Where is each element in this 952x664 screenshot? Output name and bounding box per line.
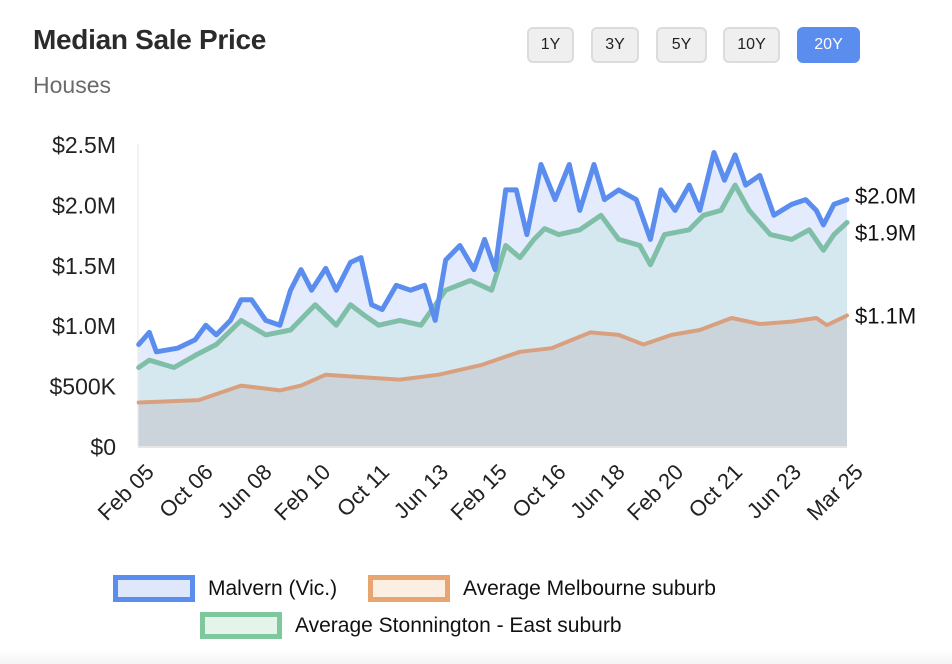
range-button-10y[interactable]: 10Y — [723, 27, 780, 63]
legend-item-stonnington[interactable]: Average Stonnington - East suburb — [200, 612, 622, 639]
range-button-20y[interactable]: 20Y — [797, 27, 860, 63]
x-tick-label: Oct 06 — [154, 459, 218, 523]
series-end-label: $1.9M — [855, 221, 916, 246]
x-tick-label: Oct 11 — [332, 459, 394, 521]
series-line-2 — [136, 313, 849, 405]
x-tick-label: Feb 05 — [93, 459, 159, 525]
y-tick-label: $1.0M — [52, 313, 116, 339]
x-tick-label: Jun 08 — [212, 459, 276, 523]
x-tick-label: Feb 10 — [269, 459, 335, 525]
x-tick-label: Feb 15 — [446, 459, 512, 525]
legend-swatch-melbourne — [368, 575, 450, 602]
legend-swatch-stonnington — [200, 612, 282, 639]
chart-title: Median Sale Price — [33, 24, 267, 55]
x-tick-label: Jun 18 — [565, 459, 629, 523]
series-line-0 — [136, 150, 850, 355]
y-tick-label: $0 — [90, 434, 116, 460]
series-end-label: $1.1M — [855, 304, 916, 329]
y-tick-label: $2.5M — [52, 132, 116, 158]
chart-subtitle: Houses — [33, 72, 111, 98]
x-tick-label: Jun 13 — [389, 459, 453, 523]
series-area-2 — [138, 315, 847, 446]
x-tick-label: Oct 21 — [684, 459, 748, 523]
series-end-label: $2.0M — [855, 184, 916, 209]
legend-swatch-malvern — [113, 575, 195, 602]
range-button-3y[interactable]: 3Y — [591, 27, 639, 63]
x-tick-label: Mar 25 — [802, 459, 868, 525]
bottom-edge — [0, 650, 952, 664]
series-line-1 — [136, 182, 850, 370]
legend-label-malvern: Malvern (Vic.) — [208, 576, 338, 600]
y-tick-label: $500K — [49, 374, 116, 400]
x-tick-label: Oct 16 — [507, 459, 571, 523]
legend-label-stonnington: Average Stonnington - East suburb — [295, 613, 622, 637]
y-tick-label: $1.5M — [52, 253, 116, 279]
x-tick-label: Jun 23 — [742, 459, 806, 523]
range-button-5y[interactable]: 5Y — [656, 27, 707, 63]
range-button-1y[interactable]: 1Y — [527, 27, 574, 63]
legend-item-melbourne[interactable]: Average Melbourne suburb — [368, 575, 716, 602]
legend-label-melbourne: Average Melbourne suburb — [463, 576, 716, 600]
y-tick-label: $2.0M — [52, 192, 116, 218]
legend-item-malvern[interactable]: Malvern (Vic.) — [113, 575, 337, 602]
x-tick-label: Feb 20 — [622, 459, 688, 525]
